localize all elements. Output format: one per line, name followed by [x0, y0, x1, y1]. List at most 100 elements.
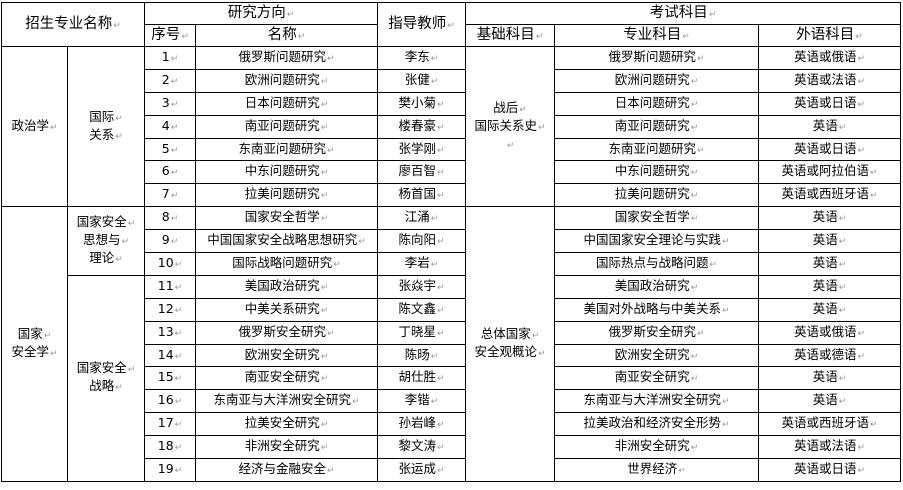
- table-row: 14欧洲安全研究陈旸欧洲安全研究英语或德语: [2, 343, 901, 368]
- table-row: 18非洲安全研究黎文涛非洲安全研究英语或法语: [2, 435, 901, 460]
- table-row: 5东南亚问题研究张学刚东南亚问题研究英语或日语: [2, 137, 901, 162]
- header-row-1: 招生专业名称 研究方向 指导教师 考试科目: [1, 2, 901, 47]
- basic-subject-cell-line: 战后: [466, 100, 554, 118]
- professional-subject-cell: 国家安全哲学: [554, 206, 759, 231]
- foreign-language-cell: 英语或日语: [758, 91, 901, 116]
- sub-major-cell: 国家安全思想与理论: [67, 206, 145, 276]
- seq-cell: 13: [144, 320, 196, 345]
- professional-subject-cell: 拉美政治和经济安全形势: [554, 412, 759, 437]
- direction-name-cell: 欧洲安全研究: [195, 343, 378, 368]
- seq-cell: 14: [144, 343, 196, 368]
- direction-name-cell: 国家安全哲学: [195, 206, 378, 231]
- direction-name-cell: 俄罗斯问题研究: [195, 46, 378, 70]
- professional-subject-cell: 日本问题研究: [554, 91, 759, 116]
- seq-cell: 5: [144, 137, 196, 162]
- professional-subject-cell: 非洲安全研究: [554, 435, 759, 460]
- basic-subject-cell-line: [466, 136, 554, 154]
- table-row: 13俄罗斯安全研究丁晓星俄罗斯安全研究英语或俄语: [2, 320, 901, 345]
- header-seq: 序号: [144, 24, 196, 47]
- professional-subject-cell: 欧洲安全研究: [554, 343, 759, 368]
- advisor-cell: 樊小菊: [377, 91, 466, 116]
- professional-subject-cell: 南亚安全研究: [554, 366, 759, 391]
- sub-major-cell: 国际关系: [67, 45, 145, 208]
- seq-cell: 2: [144, 68, 196, 93]
- seq-cell: 1: [144, 46, 196, 70]
- header-row-2: 序号 名称 基础科目 专业科目 外语科目: [2, 24, 901, 47]
- sub-major-cell-line: 思想与: [68, 232, 144, 250]
- seq-cell: 16: [144, 389, 196, 414]
- advisor-cell: 张健: [377, 68, 466, 93]
- direction-name-cell: 东南亚问题研究: [195, 137, 378, 162]
- seq-cell: 8: [144, 206, 196, 231]
- seq-cell: 10: [144, 252, 196, 276]
- direction-name-cell: 俄罗斯安全研究: [195, 320, 378, 345]
- basic-subject-cell: 战后国际关系史: [465, 45, 555, 208]
- foreign-language-cell: 英语或日语: [758, 458, 901, 482]
- professional-subject-cell: 东南亚问题研究: [554, 137, 759, 162]
- foreign-language-cell: 英语: [758, 366, 901, 391]
- seq-cell: 6: [144, 160, 196, 185]
- sub-major-cell-line: 国际: [68, 109, 144, 127]
- advisor-cell: 李东: [377, 46, 466, 70]
- table-row: 政治学国际关系1俄罗斯问题研究李东战后国际关系史俄罗斯问题研究英语或俄语: [1, 45, 901, 208]
- advisor-cell: 黎文涛: [377, 435, 466, 460]
- foreign-language-cell: 英语: [758, 389, 901, 414]
- seq-cell: 15: [144, 366, 196, 391]
- professional-subject-cell: 国际热点与战略问题: [554, 252, 759, 276]
- advisor-cell: 陈向阳: [377, 229, 466, 254]
- foreign-language-cell: 英语或法语: [758, 435, 901, 460]
- direction-name-cell: 中东问题研究: [195, 160, 378, 185]
- basic-subject-cell-line: 总体国家: [466, 326, 554, 344]
- table-row: 4南亚问题研究楼春豪南亚问题研究英语: [2, 114, 901, 139]
- basic-subject-cell-line: 国际关系史: [466, 118, 554, 136]
- foreign-language-cell: 英语或德语: [758, 343, 901, 368]
- header-exam: 考试科目: [465, 2, 901, 25]
- advisor-cell: 张焱宇: [377, 274, 466, 299]
- header-advisor: 指导教师: [377, 2, 466, 47]
- advisor-cell: 楼春豪: [377, 114, 466, 139]
- direction-name-cell: 经济与金融安全: [195, 458, 378, 482]
- professional-subject-cell: 欧洲问题研究: [554, 68, 759, 93]
- header-name: 名称: [195, 24, 378, 47]
- table-row: 19经济与金融安全张运成 世界经济英语或日语: [2, 458, 901, 482]
- foreign-language-cell: 英语: [758, 252, 901, 276]
- advisor-cell: 丁晓星: [377, 320, 466, 345]
- major-cell: 国家安全学: [1, 206, 68, 482]
- advisor-cell: 张学刚: [377, 137, 466, 162]
- sub-major-cell-line: 关系: [68, 127, 144, 145]
- direction-name-cell: 日本问题研究: [195, 91, 378, 116]
- admissions-table: 招生专业名称 研究方向 指导教师 考试科目 序号 名称 基础科目 专业科目 外语…: [1, 2, 901, 482]
- direction-name-cell: 南亚问题研究: [195, 114, 378, 139]
- sub-major-cell-line: 国家安全: [68, 360, 144, 378]
- table-row: 3日本问题研究樊小菊日本问题研究英语或日语: [2, 91, 901, 116]
- advisor-cell: 廖百智: [377, 160, 466, 185]
- professional-subject-cell: 东南亚与大洋洲安全研究: [554, 389, 759, 414]
- foreign-language-cell: 英语或西班牙语: [758, 412, 901, 437]
- seq-cell: 19: [144, 458, 196, 482]
- foreign-language-cell: 英语: [758, 114, 901, 139]
- advisor-cell: 胡仕胜: [377, 366, 466, 391]
- header-foreign: 外语科目: [758, 24, 901, 47]
- foreign-language-cell: 英语: [758, 206, 901, 231]
- table-row: 国家安全学国家安全思想与理论8国家安全哲学江涌总体国家安全观概论国家安全哲学英语: [1, 206, 901, 482]
- advisor-cell: 江涌: [377, 206, 466, 231]
- direction-name-cell: 南亚安全研究: [195, 366, 378, 391]
- direction-name-cell: 拉美问题研究: [195, 183, 378, 208]
- advisor-cell: 孙岩峰: [377, 412, 466, 437]
- table-row: 国家安全战略11美国政治研究张焱宇美国政治研究英语: [2, 274, 901, 482]
- professional-subject-cell: 中东问题研究: [554, 160, 759, 185]
- major-cell-line: 国家: [2, 326, 67, 344]
- advisor-cell: 李锴: [377, 389, 466, 414]
- sub-major-cell: 国家安全战略: [67, 274, 145, 482]
- foreign-language-cell: 英语: [758, 229, 901, 254]
- seq-cell: 17: [144, 412, 196, 437]
- advisor-cell: 陈旸: [377, 343, 466, 368]
- seq-cell: 7: [144, 183, 196, 208]
- table-row: 10国际战略问题研究李岩 国际热点与战略问题英语: [2, 252, 901, 276]
- seq-cell: 3: [144, 91, 196, 116]
- basic-subject-cell: 总体国家安全观概论: [465, 206, 555, 482]
- table-row: 9中国国家安全战略思想研究陈向阳 中国国家安全理论与实践英语: [2, 229, 901, 254]
- professional-subject-cell: 俄罗斯安全研究: [554, 320, 759, 345]
- professional-subject-cell: 俄罗斯问题研究: [554, 46, 759, 70]
- foreign-language-cell: 英语或俄语: [758, 46, 901, 70]
